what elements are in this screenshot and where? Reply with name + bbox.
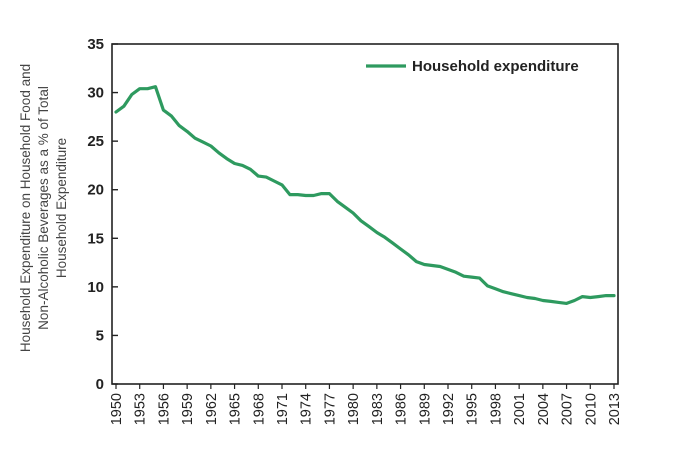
x-tick-label: 2013 bbox=[607, 393, 623, 425]
plot-frame bbox=[111, 43, 619, 385]
x-tick-label: 1980 bbox=[346, 393, 362, 425]
legend-label: Household expenditure bbox=[412, 58, 579, 75]
y-axis-label-line-2: Non-Alcoholic Beverages as a % of Total bbox=[36, 86, 51, 330]
x-tick-label: 1974 bbox=[299, 393, 315, 425]
x-tick-label: 1983 bbox=[370, 393, 386, 425]
y-axis-label-line-3: Household Expenditure bbox=[54, 138, 69, 278]
x-tick-label: 2010 bbox=[583, 393, 599, 425]
x-tick-label: 2001 bbox=[512, 393, 528, 425]
x-tick-label: 1962 bbox=[204, 393, 220, 425]
y-tick-label: 20 bbox=[87, 182, 104, 199]
x-tick-label: 1956 bbox=[156, 393, 172, 425]
x-axis: 1950 1953 1956 1959 1962 1965 1968 1971 1974 1977… bbox=[109, 384, 623, 425]
y-tick-label: 10 bbox=[87, 279, 104, 296]
x-tick-label: 1977 bbox=[322, 393, 338, 425]
x-tick-label: 1953 bbox=[133, 393, 149, 425]
y-tick-label: 0 bbox=[96, 376, 104, 393]
y-tick-label: 5 bbox=[96, 327, 104, 344]
series-line-household-expenditure bbox=[114, 85, 616, 305]
x-tick-label: 1950 bbox=[109, 393, 125, 425]
y-axis-label-line-1: Household Expenditure on Household Food … bbox=[18, 64, 33, 352]
y-axis-label: Household Expenditure on Household Food … bbox=[18, 64, 69, 352]
x-tick-label: 1998 bbox=[488, 393, 504, 425]
x-tick-label: 1968 bbox=[251, 393, 267, 425]
y-tick-label: 25 bbox=[87, 133, 104, 150]
x-tick-label: 1995 bbox=[465, 393, 481, 425]
y-tick-label: 35 bbox=[87, 36, 104, 53]
x-tick-label: 2007 bbox=[560, 393, 576, 425]
x-tick-label: 1959 bbox=[180, 393, 196, 425]
x-tick-label: 1986 bbox=[394, 393, 410, 425]
x-tick-label: 1989 bbox=[417, 393, 433, 425]
plot-border bbox=[111, 43, 619, 385]
x-tick-label: 2004 bbox=[536, 393, 552, 425]
x-tick-label: 1965 bbox=[228, 393, 244, 425]
x-tick-label: 1971 bbox=[275, 393, 291, 425]
y-axis: 0 5 10 15 20 25 30 35 bbox=[87, 36, 118, 393]
y-tick-label: 15 bbox=[87, 230, 104, 247]
y-tick-label: 30 bbox=[87, 85, 104, 102]
legend: Household expenditure bbox=[366, 58, 579, 75]
x-tick-label: 1992 bbox=[441, 393, 457, 425]
series-layer bbox=[114, 85, 616, 305]
